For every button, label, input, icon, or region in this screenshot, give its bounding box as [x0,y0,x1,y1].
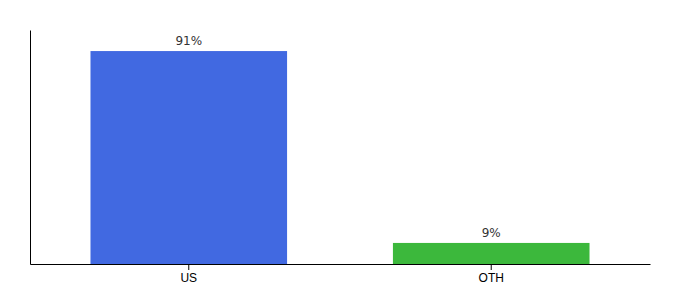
bar [393,243,590,264]
x-axis-line [31,264,651,265]
x-tick-label: US [180,271,197,285]
chart-container: 91% 9% US OTH [0,0,680,300]
x-tick: US [180,264,197,285]
x-axis: US OTH [31,264,651,285]
data-labels: 91% 9% [175,34,500,240]
x-tick-mark [491,264,492,270]
x-tick: OTH [479,264,504,285]
y-axis [30,31,31,265]
plot-area: 91% 9% US OTH [31,31,651,285]
y-axis-line [30,31,31,265]
data-label: 91% [175,34,202,48]
data-label: 9% [482,226,501,240]
chart-svg: 91% 9% US OTH [0,0,680,300]
x-tick-label: OTH [479,271,504,285]
bar [90,51,287,264]
bars [90,51,589,264]
x-tick-mark [188,264,189,270]
